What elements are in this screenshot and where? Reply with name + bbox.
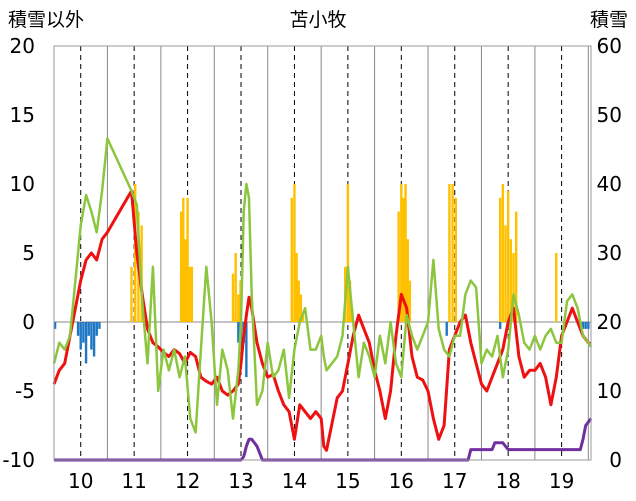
orange-bar (509, 239, 513, 322)
orange-bar (184, 239, 187, 322)
orange-bar (295, 253, 298, 322)
orange-bar (404, 184, 407, 322)
orange-bar (234, 253, 237, 322)
orange-bar (498, 197, 502, 322)
orange-bar (406, 239, 409, 322)
blue-bar (92, 322, 96, 357)
blue-bar (87, 322, 90, 336)
orange-bar (402, 197, 405, 322)
orange-bar (190, 266, 194, 322)
blue-bar (584, 322, 587, 329)
orange-bar (514, 211, 518, 322)
green-series-line (52, 137, 593, 434)
x-tick-label: 11 (121, 469, 146, 493)
orange-bar (400, 184, 403, 322)
blue-bar (581, 322, 585, 329)
blue-bar (84, 322, 88, 364)
blue-bar (445, 322, 448, 336)
orange-bar (346, 184, 350, 322)
x-tick-label: 12 (175, 469, 200, 493)
chart-title: 苫小牧 (289, 9, 346, 31)
orange-bar (506, 190, 510, 322)
blue-bar (587, 322, 590, 329)
right-tick-label: 20 (597, 310, 622, 334)
orange-bar (299, 294, 303, 322)
right-tick-label: 10 (597, 379, 622, 403)
blue-bar (95, 322, 98, 336)
orange-bar (454, 197, 458, 322)
blue-bar (237, 322, 240, 343)
left-tick-label: 15 (10, 103, 35, 127)
x-tick-label: 14 (282, 469, 307, 493)
blue-bar (90, 322, 93, 350)
orange-bar (408, 280, 412, 322)
blue-bar (79, 322, 82, 350)
orange-bar (555, 253, 558, 322)
x-tick-label: 15 (335, 469, 360, 493)
left-axis-label: 積雪以外 (8, 9, 84, 31)
orange-bar (504, 225, 507, 322)
orange-bar (290, 197, 293, 322)
left-tick-label: 5 (22, 241, 35, 265)
right-tick-label: 0 (609, 448, 622, 472)
orange-bar (501, 184, 505, 322)
blue-bar (82, 322, 85, 343)
left-tick-label: 0 (22, 310, 35, 334)
blue-bar (53, 322, 57, 329)
orange-bar (188, 266, 191, 322)
blue-bar (76, 322, 80, 336)
right-axis-label: 積雪 (590, 9, 628, 31)
orange-bar (512, 253, 515, 322)
plot-border (53, 45, 592, 461)
left-tick-label: 10 (10, 172, 35, 196)
x-tick-label: 19 (549, 469, 574, 493)
right-tick-label: 40 (597, 172, 622, 196)
orange-bar (451, 184, 454, 322)
orange-bar (130, 266, 133, 322)
orange-bar (237, 294, 240, 322)
orange-bar (301, 315, 305, 322)
blue-bar (245, 322, 248, 378)
orange-bar (182, 197, 185, 322)
orange-bar (293, 184, 296, 322)
left-tick-label: -10 (2, 448, 35, 472)
blue-bar (98, 322, 101, 329)
orange-bar (179, 211, 183, 322)
right-tick-label: 30 (597, 241, 622, 265)
x-tick-label: 10 (68, 469, 93, 493)
left-tick-label: -5 (15, 379, 35, 403)
red-series-line (52, 189, 592, 452)
orange-bar (448, 184, 451, 322)
orange-bar (297, 280, 300, 322)
blue-bar (498, 322, 502, 329)
orange-bar (134, 184, 137, 322)
x-tick-label: 13 (228, 469, 253, 493)
orange-bar (231, 273, 235, 322)
right-tick-label: 50 (597, 103, 622, 127)
x-tick-label: 18 (495, 469, 520, 493)
orange-bar (397, 211, 400, 322)
orange-bar (186, 197, 189, 322)
left-tick-label: 20 (10, 34, 35, 58)
x-tick-label: 17 (442, 469, 467, 493)
x-tick-label: 16 (389, 469, 414, 493)
right-tick-label: 60 (597, 34, 622, 58)
